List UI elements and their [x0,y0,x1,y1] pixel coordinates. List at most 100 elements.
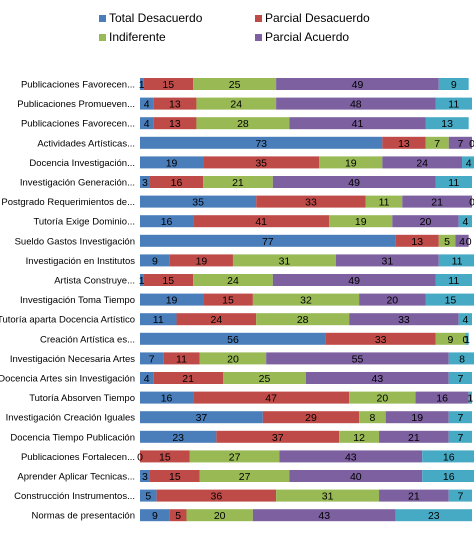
bar-segment [435,176,472,188]
bar-segment [306,372,449,384]
bar-segment [438,234,456,247]
data-label: 13 [169,99,181,111]
data-label: 16 [161,393,173,405]
data-label: 33 [305,197,317,209]
bar-segment [425,136,449,149]
bar-segment [468,391,472,404]
bar-segment [140,117,154,130]
bar-segment [140,332,326,345]
data-label: 1 [139,79,145,91]
legend-label: Parcial Acuerdo [265,30,349,44]
data-label: 11 [452,255,463,267]
data-label: 36 [211,491,223,503]
bar-segment [140,215,194,228]
data-label: 4 [144,118,150,130]
data-label: 37 [272,432,284,444]
bar-segment [402,195,472,208]
data-label: 13 [398,138,410,150]
category-label: Artista Construye... [54,276,135,287]
bar-segment [359,293,426,306]
data-label: 1 [464,334,470,346]
bar-segment [349,313,459,326]
data-label: 19 [345,157,357,169]
bar-segment [140,430,217,443]
bar-segment [339,430,380,443]
bar-segment [140,391,194,404]
bar-segment [140,372,154,384]
bar-segment [140,352,164,365]
category-label: Tutoría Exige Dominio... [33,217,135,228]
bar-segment [448,411,472,424]
bar-segment [385,411,449,424]
data-label: 19 [166,295,178,307]
bar-segment [140,97,154,110]
data-label: 16 [436,393,448,405]
data-label: 28 [297,314,309,326]
data-label: 4 [144,99,150,111]
category-label: Investigación en Institutos [26,256,136,267]
legend-swatch [99,34,106,41]
data-label: 15 [222,295,234,307]
bar-segment [143,78,194,90]
bar-segment [272,274,436,286]
category-label: Construcción Instrumentos... [14,491,135,502]
data-label: 23 [172,432,184,444]
bar-segment [289,117,426,130]
data-label: 19 [411,412,423,424]
bar-segment [465,332,469,345]
data-label: 7 [457,432,463,444]
data-label: 13 [441,118,453,130]
bar-segment [319,156,383,169]
category-label: Publicaciones Promueven... [17,99,135,110]
bar-segment [365,195,403,208]
bar-segment [216,430,340,443]
data-label: 16 [443,451,455,463]
bar-segment [448,372,472,384]
data-label: 9 [152,255,158,267]
data-label: 0 [462,334,468,346]
data-label: 11 [379,197,390,209]
data-label: 43 [345,451,357,463]
category-label: Investigación Generación... [20,178,135,189]
data-label: 9 [447,334,453,346]
bar-segment [140,509,170,522]
bar-segment [140,78,144,90]
bar-segment [448,430,472,443]
bar-segment [203,293,253,306]
data-label: 55 [352,353,364,365]
data-label: 11 [153,314,164,326]
bar-segment [266,352,449,365]
bar-segment [140,274,144,286]
data-label: 8 [369,412,375,424]
bar-segment [140,234,396,247]
data-label: 5 [145,491,151,503]
data-label: 11 [448,99,459,111]
bar-segment [189,450,280,463]
data-label: 35 [255,157,267,169]
data-label: 7 [457,412,463,424]
bar-segment [425,293,474,306]
bar-segment [392,215,459,228]
data-label: 33 [375,334,387,346]
bar-segment [359,411,386,424]
bar-segment [140,450,190,463]
bar-segment [252,509,396,522]
bar-segment [140,254,170,267]
data-label: 32 [300,295,312,307]
category-label: Tutoría aparta Docencia Artístico [0,315,135,326]
data-label: 48 [350,99,362,111]
data-label: 20 [420,216,432,228]
bar-segment [149,470,200,482]
data-label: 4 [466,157,472,169]
data-label: 3 [142,177,148,189]
data-label: 31 [279,255,291,267]
bar-segment [448,136,472,149]
data-label: 19 [166,157,178,169]
bar-segment [379,489,449,502]
bar-segment [462,156,474,169]
bar-segment [349,391,416,404]
bar-segment [382,136,426,149]
bar-segment [425,117,469,130]
legend-swatch [255,34,262,41]
